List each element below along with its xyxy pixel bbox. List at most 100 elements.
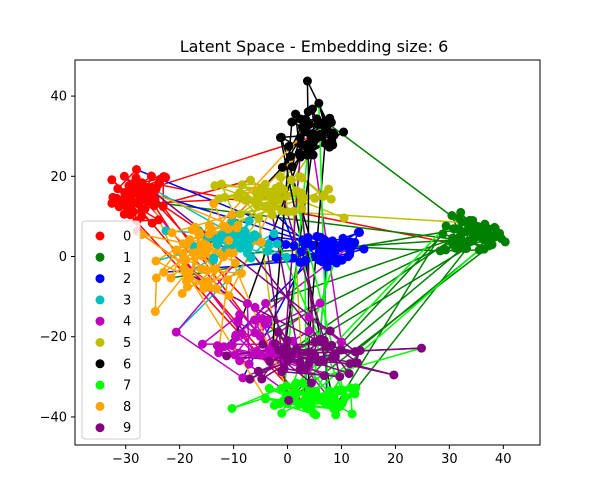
series-5-point xyxy=(240,195,250,205)
series-7-point xyxy=(311,410,321,420)
series-4-point xyxy=(214,348,224,358)
series-6-point xyxy=(294,148,304,158)
series-8-point xyxy=(224,235,234,245)
series-0-point xyxy=(159,172,169,182)
series-9-point xyxy=(350,347,360,357)
series-8-point xyxy=(232,223,242,233)
series-0-point xyxy=(125,192,135,202)
series-1-point xyxy=(441,221,451,231)
x-tick-label: −10 xyxy=(220,452,247,467)
series-1-segment xyxy=(340,238,475,351)
series-3-point xyxy=(264,239,274,249)
series-4-point xyxy=(304,326,314,336)
series-8-point xyxy=(230,258,240,268)
series-2-point xyxy=(353,227,363,237)
series-5-segment xyxy=(288,211,473,224)
series-1-point xyxy=(447,211,457,221)
series-8-segment xyxy=(217,279,229,353)
series-3-point xyxy=(244,216,254,226)
legend-label-0: 0 xyxy=(123,230,131,245)
series-0-point xyxy=(113,184,123,194)
series-5-point xyxy=(246,175,256,185)
series-5-points xyxy=(210,172,349,230)
series-5-point xyxy=(235,209,245,219)
series-4-points xyxy=(171,298,346,383)
series-1-point xyxy=(486,234,496,244)
series-1-segment xyxy=(112,196,470,242)
series-2-point xyxy=(332,258,342,268)
series-9-point xyxy=(417,343,427,353)
legend-marker-6 xyxy=(95,359,105,369)
y-axis: −40 −20 0 20 40 xyxy=(40,90,75,425)
series-8-point xyxy=(178,249,188,259)
series-6-point xyxy=(287,117,297,127)
series-4-point xyxy=(227,340,237,350)
series-9-point xyxy=(281,342,291,352)
series-6-point xyxy=(300,123,310,133)
series-1-point xyxy=(453,235,463,245)
series-8-point xyxy=(159,267,169,277)
series-7-point xyxy=(337,398,347,408)
series-9-point xyxy=(352,358,362,368)
series-8-points xyxy=(137,199,266,317)
series-5-point xyxy=(297,196,307,206)
series-2-point xyxy=(288,253,298,263)
legend-marker-8 xyxy=(95,401,105,411)
series-5-point xyxy=(235,188,245,198)
series-3-point xyxy=(272,239,282,249)
series-6-point xyxy=(284,141,294,151)
series-5-point xyxy=(297,173,307,183)
series-6-point xyxy=(328,128,338,138)
x-tick-label: 0 xyxy=(283,452,291,467)
series-4-point xyxy=(244,359,254,369)
series-9-point xyxy=(287,349,297,359)
series-9-point xyxy=(315,356,325,366)
series-5-point xyxy=(210,181,220,191)
series-9-point xyxy=(270,339,280,349)
series-9-segment xyxy=(281,370,340,378)
series-0-point xyxy=(112,193,122,203)
series-5-point xyxy=(275,172,285,182)
series-4-point xyxy=(242,299,252,309)
y-tick-label: −40 xyxy=(40,410,67,425)
series-4-point xyxy=(256,350,266,360)
series-9-point xyxy=(265,356,275,366)
series-2-point xyxy=(281,239,291,249)
series-7-point xyxy=(298,378,308,388)
series-9-point xyxy=(222,351,232,361)
series-0-point xyxy=(137,211,147,221)
series-6-point xyxy=(295,133,305,143)
x-tick-label: 40 xyxy=(495,452,512,467)
series-6-point xyxy=(286,151,296,161)
series-8-point xyxy=(195,230,205,240)
series-4-point xyxy=(249,349,259,359)
series-3-point xyxy=(281,252,291,262)
series-9-point xyxy=(322,340,332,350)
series-2-point xyxy=(322,238,332,248)
series-7-point xyxy=(299,399,309,409)
series-4-point xyxy=(212,341,222,351)
series-8-point xyxy=(218,252,228,262)
series-2-point xyxy=(300,239,310,249)
series-7-point xyxy=(317,392,327,402)
series-4-point xyxy=(336,337,346,347)
series-2-point xyxy=(338,238,348,248)
series-8-point xyxy=(150,307,160,317)
series-0-point xyxy=(140,204,150,214)
legend-marker-9 xyxy=(95,423,105,433)
series-1-point xyxy=(496,234,506,244)
series-7-point xyxy=(310,390,320,400)
series-5-point xyxy=(283,207,293,217)
series-7-point xyxy=(277,408,287,418)
series-6-point xyxy=(287,162,297,172)
series-9-segment xyxy=(264,302,288,341)
series-4-point xyxy=(250,328,260,338)
x-tick-label: 10 xyxy=(333,452,350,467)
series-4-segment xyxy=(175,262,236,333)
plot-frame xyxy=(74,59,541,446)
series-9-point xyxy=(279,349,289,359)
series-9-point xyxy=(257,374,267,384)
series-6-point xyxy=(339,127,349,137)
x-tick-label: −20 xyxy=(166,452,193,467)
series-0-point xyxy=(125,199,135,209)
